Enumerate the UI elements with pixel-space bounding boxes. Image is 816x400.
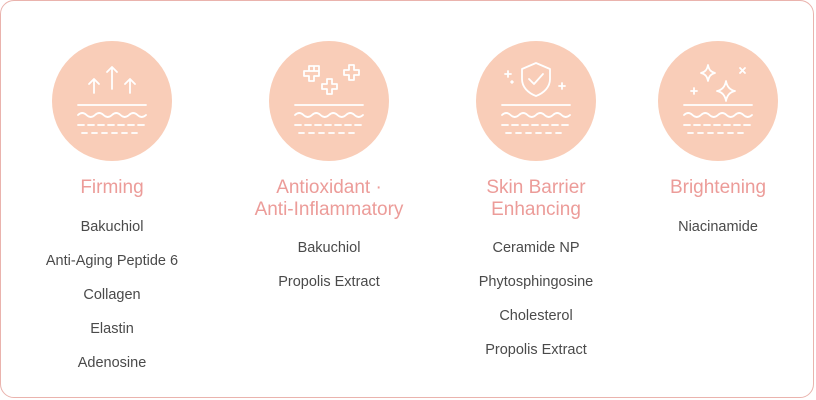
list-item: Propolis Extract — [485, 342, 587, 358]
skin-barrier-icon-circle — [476, 41, 596, 161]
ingredient-list: Niacinamide — [648, 210, 788, 244]
list-item: Collagen — [83, 287, 141, 303]
arrows-up-icon — [77, 66, 147, 134]
category-title: Brightening — [669, 177, 767, 198]
title-line: Antioxidant · — [276, 177, 382, 198]
firming-icon-circle — [52, 41, 172, 161]
list-item: Phytosphingosine — [478, 274, 594, 290]
list-item: Propolis Extract — [278, 274, 380, 290]
title-line: Skin Barrier — [486, 177, 586, 198]
list-item: Adenosine — [77, 355, 147, 371]
title-line: Enhancing — [491, 199, 581, 220]
plus-crosses-icon — [294, 64, 364, 134]
list-item: Elastin — [90, 321, 134, 337]
list-item: Niacinamide — [678, 219, 758, 235]
list-item: Ceramide NP — [492, 240, 580, 256]
title-line: Anti-Inflammatory — [254, 199, 404, 220]
shield-check-icon — [501, 62, 571, 134]
ingredient-list: Ceramide NP Phytosphingosine Cholesterol… — [456, 231, 616, 367]
list-item: Cholesterol — [499, 308, 573, 324]
brightening-icon-circle — [658, 41, 778, 161]
list-item: Anti-Aging Peptide 6 — [45, 253, 179, 269]
antioxidant-icon-circle — [269, 41, 389, 161]
list-item: Bakuchiol — [80, 219, 144, 235]
category-title: Firming — [80, 177, 144, 198]
ingredient-list: Bakuchiol Anti-Aging Peptide 6 Collagen … — [32, 210, 192, 380]
category-title: Antioxidant · Anti-Inflammatory — [239, 177, 419, 221]
category-title: Skin Barrier Enhancing — [456, 177, 616, 221]
ingredient-list: Bakuchiol Propolis Extract — [239, 231, 419, 299]
list-item: Bakuchiol — [297, 240, 361, 256]
sparkles-icon — [683, 64, 753, 134]
